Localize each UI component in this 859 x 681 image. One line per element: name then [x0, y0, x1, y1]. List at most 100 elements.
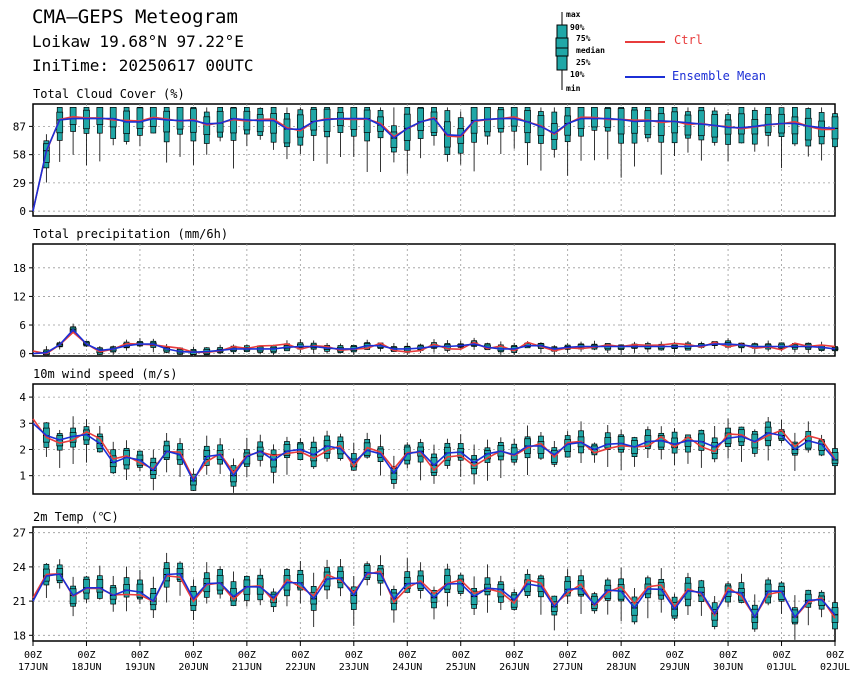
y-tick-label: 1 — [19, 470, 26, 483]
box-inner — [136, 583, 144, 598]
legend-p90: 90% — [570, 23, 585, 32]
x-tick-date-label: 30JUN — [713, 662, 743, 673]
header: CMA—GEPS Meteogram Loikaw 19.68°N 97.22°… — [0, 0, 859, 100]
box-inner — [363, 565, 371, 579]
box-inner — [136, 107, 144, 129]
box-inner — [804, 117, 812, 141]
y-tick-label: 3 — [19, 417, 26, 430]
box-inner — [337, 570, 344, 584]
x-tick-hour-label: 00Z — [345, 650, 363, 661]
legend-p10: 10% — [570, 70, 585, 79]
box-inner — [764, 114, 772, 133]
box-inner — [83, 578, 90, 594]
legend-max: max — [566, 10, 581, 19]
x-tick-date-label: 21JUN — [232, 662, 262, 673]
x-tick-hour-label: 00Z — [773, 650, 791, 661]
panel-title: 10m wind speed (m/s) — [33, 367, 178, 381]
legend-p25: 25% — [576, 58, 591, 67]
x-tick-hour-label: 00Z — [131, 650, 149, 661]
box-inner — [203, 450, 211, 460]
x-tick-date-label: 01JUL — [766, 662, 796, 673]
x-tick-hour-label: 00Z — [398, 650, 416, 661]
x-tick-date-label: 29JUN — [660, 662, 690, 673]
box-inner — [56, 111, 64, 134]
x-tick-hour-label: 00Z — [826, 650, 844, 661]
box-inner — [350, 590, 358, 604]
y-tick-label: 0 — [19, 205, 26, 218]
box-inner — [363, 442, 371, 456]
x-tick-date-label: 26JUN — [499, 662, 529, 673]
box-inner — [363, 109, 371, 133]
box-inner — [176, 107, 184, 130]
legend-ctrl-label: Ctrl — [674, 33, 703, 47]
box-inner — [109, 107, 117, 128]
x-tick-date-label: 20JUN — [178, 662, 208, 673]
box-inner — [96, 107, 104, 125]
x-tick-hour-label: 00Z — [612, 650, 630, 661]
x-tick-date-label: 28JUN — [606, 662, 636, 673]
box-inner — [644, 110, 652, 136]
x-tick-date-label: 19JUN — [125, 662, 155, 673]
box-inner — [83, 109, 90, 130]
mean-series-line — [32, 117, 836, 212]
legend-min: min — [566, 84, 581, 93]
legend-mean-label: Ensemble Mean — [672, 69, 766, 83]
mean-series-line — [32, 328, 836, 355]
x-tick-hour-label: 00Z — [184, 650, 202, 661]
box-inner — [256, 114, 264, 133]
box-inner — [457, 578, 465, 592]
box-inner — [738, 113, 745, 135]
y-tick-label: 24 — [13, 561, 27, 574]
y-tick-label: 58 — [13, 149, 26, 162]
box-inner — [390, 131, 398, 148]
x-tick-hour-label: 00Z — [719, 650, 737, 661]
box-inner — [270, 113, 277, 134]
x-tick-hour-label: 00Z — [24, 650, 42, 661]
x-tick-date-label: 22JUN — [285, 662, 315, 673]
x-tick-date-label: 18JUN — [71, 662, 101, 673]
ctrl-series-line — [32, 331, 836, 355]
x-tick-hour-label: 00Z — [238, 650, 256, 661]
y-tick-label: 21 — [13, 595, 26, 608]
y-tick-label: 6 — [19, 319, 26, 332]
box-inner — [96, 579, 104, 593]
panel-title: 2m Temp (℃) — [33, 510, 119, 524]
y-tick-label: 4 — [19, 391, 26, 404]
box-inner — [617, 108, 625, 135]
y-tick-label: 2 — [19, 443, 26, 456]
y-tick-label: 12 — [13, 290, 26, 303]
box-inner — [417, 107, 424, 131]
panel-title: Total Cloud Cover (%) — [33, 87, 185, 101]
init-time-label: IniTime: 20250617 00UTC — [32, 56, 254, 75]
panel-frame — [32, 243, 836, 357]
x-tick-date-label: 17JUN — [18, 662, 48, 673]
box-inner — [804, 593, 812, 605]
box-inner — [604, 437, 612, 449]
box-inner — [818, 440, 825, 451]
x-tick-hour-label: 00Z — [666, 650, 684, 661]
y-tick-label: 87 — [13, 120, 26, 133]
legend-p75: 75% — [576, 34, 591, 43]
page-title: CMA—GEPS Meteogram — [32, 6, 238, 28]
y-tick-label: 27 — [13, 527, 26, 540]
x-tick-hour-label: 00Z — [559, 650, 577, 661]
x-tick-hour-label: 00Z — [505, 650, 523, 661]
box-inner — [310, 108, 318, 131]
legend-box-icon — [555, 12, 569, 90]
box-inner — [577, 580, 585, 595]
x-tick-hour-label: 00Z — [77, 650, 95, 661]
box-inner — [697, 433, 705, 447]
box-inner — [537, 577, 545, 592]
x-tick-date-label: 27JUN — [553, 662, 583, 673]
legend-ctrl-line — [625, 41, 665, 43]
box-inner — [163, 110, 171, 133]
mean-series-line — [32, 571, 836, 619]
box-inner — [791, 116, 799, 135]
mean-series-line — [32, 422, 836, 483]
box-inner — [657, 113, 665, 136]
x-tick-date-label: 23JUN — [339, 662, 369, 673]
y-tick-label: 0 — [19, 348, 26, 361]
x-tick-date-label: 25JUN — [446, 662, 476, 673]
legend-median: median — [576, 46, 605, 55]
